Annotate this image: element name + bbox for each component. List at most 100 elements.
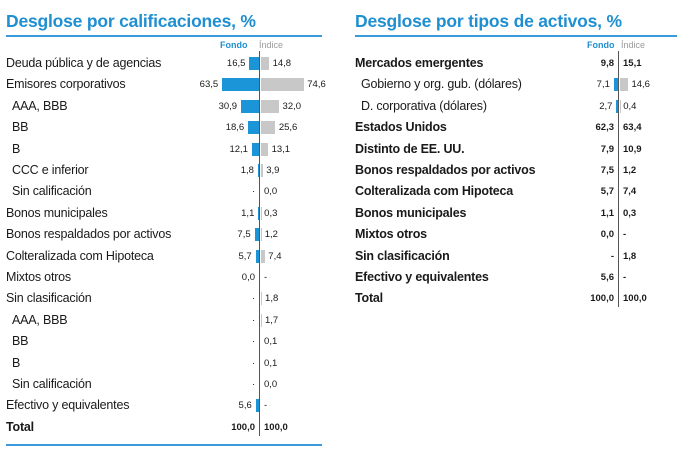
row-label: Total bbox=[6, 419, 34, 434]
index-value: - bbox=[623, 229, 627, 241]
table-row: Total 100,0 100,0 bbox=[6, 417, 322, 438]
fund-bar bbox=[257, 164, 259, 177]
fund-bar bbox=[613, 78, 618, 92]
table-row: Mixtos otros 0,0- bbox=[355, 224, 677, 245]
index-bar bbox=[260, 142, 269, 156]
index-value: 14,6 bbox=[631, 79, 650, 91]
row-label: Mixtos otros bbox=[6, 270, 71, 284]
table-row: Gobierno y org. gub. (dólares) 7,1 14,6 bbox=[355, 74, 677, 95]
fund-bar bbox=[248, 121, 259, 135]
index-value: 74,6 bbox=[307, 79, 326, 91]
row-label: Total bbox=[355, 291, 383, 306]
row-label: D. corporativa (dólares) bbox=[361, 98, 487, 113]
index-value: 63,4 bbox=[623, 122, 642, 134]
index-bar bbox=[619, 78, 628, 92]
index-value: - bbox=[264, 400, 268, 412]
table-row: Colteralizada com Hipoteca 5,7 7,4 bbox=[6, 246, 322, 267]
fund-bar bbox=[222, 78, 259, 92]
table-row: Total 100,0 100,0 bbox=[355, 288, 677, 309]
index-bar bbox=[260, 313, 262, 327]
row-label: Emisores corporativos bbox=[6, 77, 126, 92]
zero-axis-line bbox=[618, 51, 620, 308]
index-bar bbox=[260, 228, 262, 242]
row-label: Gobierno y org. gub. (dólares) bbox=[361, 77, 522, 92]
table-row: Bonos respaldados por activos 7,5 1,2 bbox=[6, 224, 322, 245]
fund-bar bbox=[616, 99, 618, 113]
index-value: 1,2 bbox=[623, 165, 637, 176]
row-label: Bonos respaldados por activos bbox=[6, 227, 172, 242]
index-value: 0,4 bbox=[623, 100, 637, 112]
fund-value: · bbox=[251, 379, 255, 390]
row-label: B bbox=[12, 141, 21, 156]
index-value: 1,2 bbox=[264, 229, 278, 241]
row-label: AAA, BBB bbox=[12, 98, 68, 113]
index-value: 25,6 bbox=[278, 122, 298, 134]
table-row: Colteralizada com Hipoteca 5,7 7,4 bbox=[355, 181, 677, 202]
table-row: Bonos respaldados por activos 7,5 1,2 bbox=[355, 160, 677, 181]
index-value: 0,0 bbox=[264, 186, 278, 198]
index-value: 1,8 bbox=[265, 293, 279, 305]
table-row: Sin clasificación · 1,8 bbox=[6, 288, 322, 309]
table-row: Bonos municipales 1,1 0,3 bbox=[355, 203, 677, 224]
table-row: B 12,1 13,1 bbox=[6, 139, 322, 160]
row-label: CCC e inferior bbox=[12, 163, 89, 177]
index-value: 100,0 bbox=[623, 293, 647, 305]
index-value: - bbox=[264, 272, 268, 283]
table-row: Bonos municipales 1,1 0,3 bbox=[6, 203, 322, 224]
row-label: Sin calificación bbox=[12, 377, 92, 391]
table-row: Efectivo y equivalentes 5,6- bbox=[6, 395, 322, 416]
index-value: 10,9 bbox=[623, 143, 642, 155]
table-row: Sin calificación · 0,0 bbox=[6, 181, 322, 202]
table-row: Estados Unidos 62,3 63,4 bbox=[355, 117, 677, 138]
fund-bar bbox=[249, 57, 259, 70]
ratings-index-header: Índice bbox=[259, 40, 284, 50]
index-value: 3,9 bbox=[266, 165, 280, 176]
ratings-bottom-rule bbox=[6, 444, 322, 446]
asset-types-title: Desglose por tipos de activos, % bbox=[355, 11, 622, 31]
index-value: 0,3 bbox=[264, 207, 278, 219]
table-row: Mixtos otros 0,0- bbox=[6, 267, 322, 288]
zero-axis-line bbox=[259, 51, 261, 436]
table-row: CCC e inferior 1,8 3,9 bbox=[6, 160, 322, 181]
row-label: Sin clasificación bbox=[6, 291, 92, 306]
table-row: B · 0,1 bbox=[6, 353, 322, 374]
asset-types-index-header: Índice bbox=[621, 40, 646, 50]
table-row: Distinto de EE. UU. 7,9 10,9 bbox=[355, 139, 677, 160]
fund-bar bbox=[255, 249, 259, 263]
row-label: Estados Unidos bbox=[355, 120, 447, 135]
fund-value: 0,0 bbox=[600, 229, 614, 241]
index-value: 0,1 bbox=[264, 336, 278, 348]
fund-value: 9,8 bbox=[600, 58, 614, 69]
fund-value: 5,7 bbox=[600, 186, 614, 198]
fund-value: 5,6 bbox=[238, 400, 252, 412]
index-value: 100,0 bbox=[264, 421, 288, 433]
asset-types-fund-header: Fondo bbox=[587, 40, 615, 50]
table-row: Efectivo y equivalentes 5,6- bbox=[355, 267, 677, 288]
index-value: 0,0 bbox=[264, 379, 278, 390]
row-label: BB bbox=[12, 120, 29, 135]
ratings-top-rule bbox=[6, 35, 322, 37]
fund-bar bbox=[251, 142, 259, 156]
table-row: AAA, BBB 30,9 32,0 bbox=[6, 96, 322, 117]
table-row: Sin clasificación -1,8 bbox=[355, 246, 677, 267]
fund-value: 7,1 bbox=[596, 79, 610, 91]
index-bar bbox=[260, 121, 276, 135]
fund-value: 7,5 bbox=[600, 165, 614, 176]
row-label: Efectivo y equivalentes bbox=[6, 398, 130, 413]
row-label: BB bbox=[12, 334, 29, 349]
fund-value: 0,0 bbox=[241, 272, 255, 283]
table-row: Deuda pública y de agencias 16,5 14,8 bbox=[6, 53, 322, 74]
row-label: B bbox=[12, 355, 21, 370]
fund-value: 1,1 bbox=[241, 207, 255, 219]
index-value: 0,3 bbox=[623, 207, 637, 219]
index-bar bbox=[260, 78, 304, 92]
index-value: 0,1 bbox=[264, 357, 278, 369]
fund-bar bbox=[255, 399, 259, 413]
fund-value: 63,5 bbox=[199, 79, 219, 91]
index-value: 13,1 bbox=[271, 143, 291, 155]
table-row: AAA, BBB · 1,7 bbox=[6, 310, 322, 331]
fund-value: 1,1 bbox=[600, 207, 614, 219]
index-bar bbox=[260, 99, 280, 113]
fund-value: · bbox=[251, 314, 255, 326]
fund-value: 30,9 bbox=[218, 100, 238, 112]
